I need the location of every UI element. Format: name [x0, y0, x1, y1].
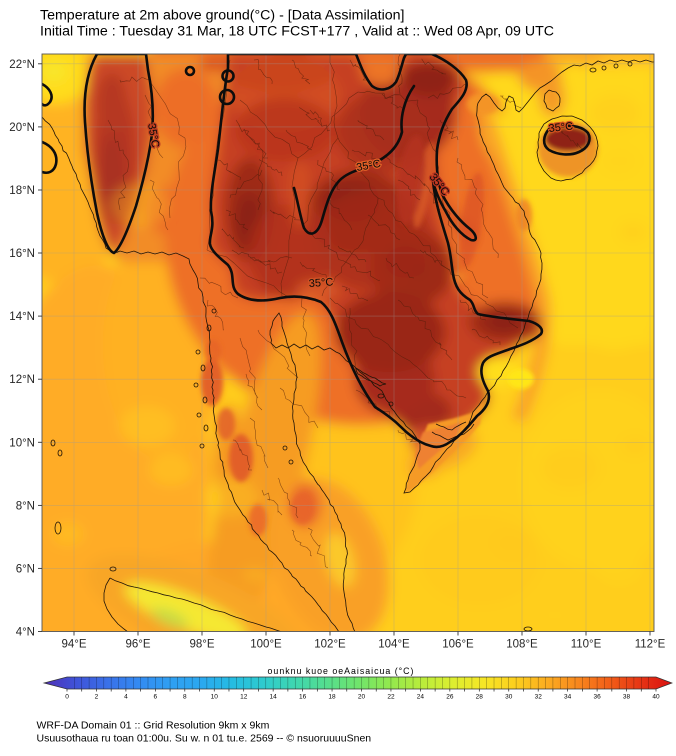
svg-text:112°E: 112°E: [635, 639, 666, 651]
svg-text:8: 8: [183, 694, 187, 701]
svg-text:6: 6: [154, 694, 158, 701]
svg-text:16: 16: [299, 694, 307, 701]
svg-text:36: 36: [593, 694, 601, 701]
svg-text:8°N: 8°N: [16, 500, 35, 512]
svg-text:12: 12: [240, 694, 248, 701]
svg-text:14°N: 14°N: [9, 311, 35, 323]
svg-text:94°E: 94°E: [61, 639, 86, 651]
svg-text:12°N: 12°N: [9, 374, 35, 386]
svg-text:Usuusothaua ru toan 01:00u. Su: Usuusothaua ru toan 01:00u. Su w. n 01 t…: [37, 733, 372, 745]
svg-text:22: 22: [387, 694, 395, 701]
svg-text:106°E: 106°E: [442, 639, 474, 651]
svg-text:104°E: 104°E: [378, 639, 410, 651]
svg-text:26: 26: [446, 694, 454, 701]
svg-text:100°E: 100°E: [250, 639, 282, 651]
svg-text:35°C: 35°C: [548, 120, 574, 135]
svg-text:16°N: 16°N: [9, 248, 35, 260]
svg-text:18°N: 18°N: [9, 185, 35, 197]
svg-text:38: 38: [623, 694, 631, 701]
svg-text:4°N: 4°N: [16, 627, 35, 639]
svg-text:4: 4: [124, 694, 128, 701]
svg-text:WRF-DA Domain 01 :: Grid Resol: WRF-DA Domain 01 :: Grid Resolution 9km …: [37, 720, 270, 732]
svg-text:110°E: 110°E: [571, 639, 602, 651]
svg-text:0: 0: [65, 694, 69, 701]
svg-text:2: 2: [95, 694, 99, 701]
svg-text:Temperature at 2m above ground: Temperature at 2m above ground(°C) - [Da…: [40, 8, 404, 24]
svg-text:98°E: 98°E: [189, 639, 214, 651]
svg-text:24: 24: [417, 694, 425, 701]
svg-text:10: 10: [211, 694, 219, 701]
svg-text:35°C: 35°C: [355, 158, 381, 174]
svg-text:10°N: 10°N: [9, 437, 35, 449]
svg-text:22°N: 22°N: [9, 59, 35, 71]
svg-text:14: 14: [270, 694, 278, 701]
svg-text:96°E: 96°E: [125, 639, 150, 651]
svg-text:30: 30: [505, 694, 513, 701]
svg-text:102°E: 102°E: [314, 639, 346, 651]
svg-text:35°C: 35°C: [308, 276, 333, 290]
svg-text:35°C: 35°C: [145, 122, 161, 148]
svg-text:Initial Time : Tuesday 31 Mar,: Initial Time : Tuesday 31 Mar, 18 UTC FC…: [40, 24, 554, 40]
svg-text:6°N: 6°N: [16, 563, 35, 575]
svg-text:20: 20: [358, 694, 366, 701]
svg-text:ounknu kuoe oeAaisaicua (°C): ounknu kuoe oeAaisaicua (°C): [268, 666, 415, 676]
svg-text:28: 28: [476, 694, 484, 701]
svg-text:34: 34: [564, 694, 572, 701]
svg-text:40: 40: [652, 694, 660, 701]
svg-text:20°N: 20°N: [9, 122, 35, 134]
svg-text:32: 32: [535, 694, 543, 701]
svg-text:18: 18: [328, 694, 336, 701]
svg-text:108°E: 108°E: [506, 639, 538, 651]
